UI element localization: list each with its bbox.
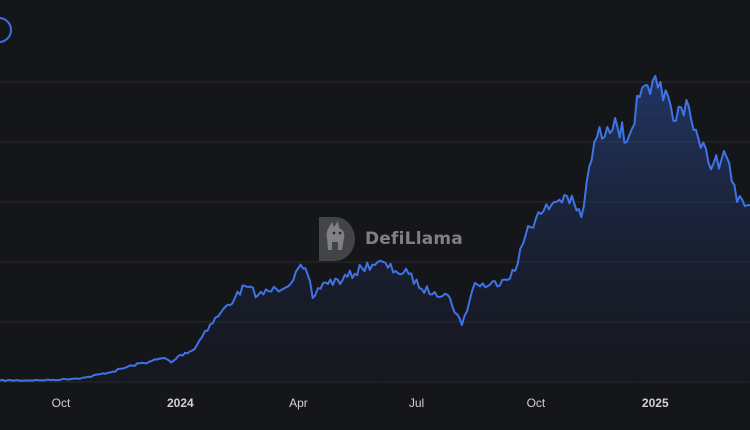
defillama-llama-logo bbox=[319, 217, 355, 261]
x-tick-label: Jul bbox=[409, 396, 424, 410]
x-tick-label: Apr bbox=[289, 396, 308, 410]
x-tick-label: 2024 bbox=[167, 396, 194, 410]
x-axis: Oct 2024 Apr Jul Oct 2025 bbox=[52, 396, 669, 410]
watermark-brand-text: DefiLlama bbox=[365, 229, 463, 249]
x-tick-label: Oct bbox=[52, 396, 71, 410]
series-area bbox=[0, 75, 750, 383]
defillama-watermark: DefiLlama bbox=[317, 214, 463, 264]
x-tick-label: 2025 bbox=[642, 396, 669, 410]
x-tick-label: Oct bbox=[527, 396, 546, 410]
series-line bbox=[0, 74, 750, 382]
